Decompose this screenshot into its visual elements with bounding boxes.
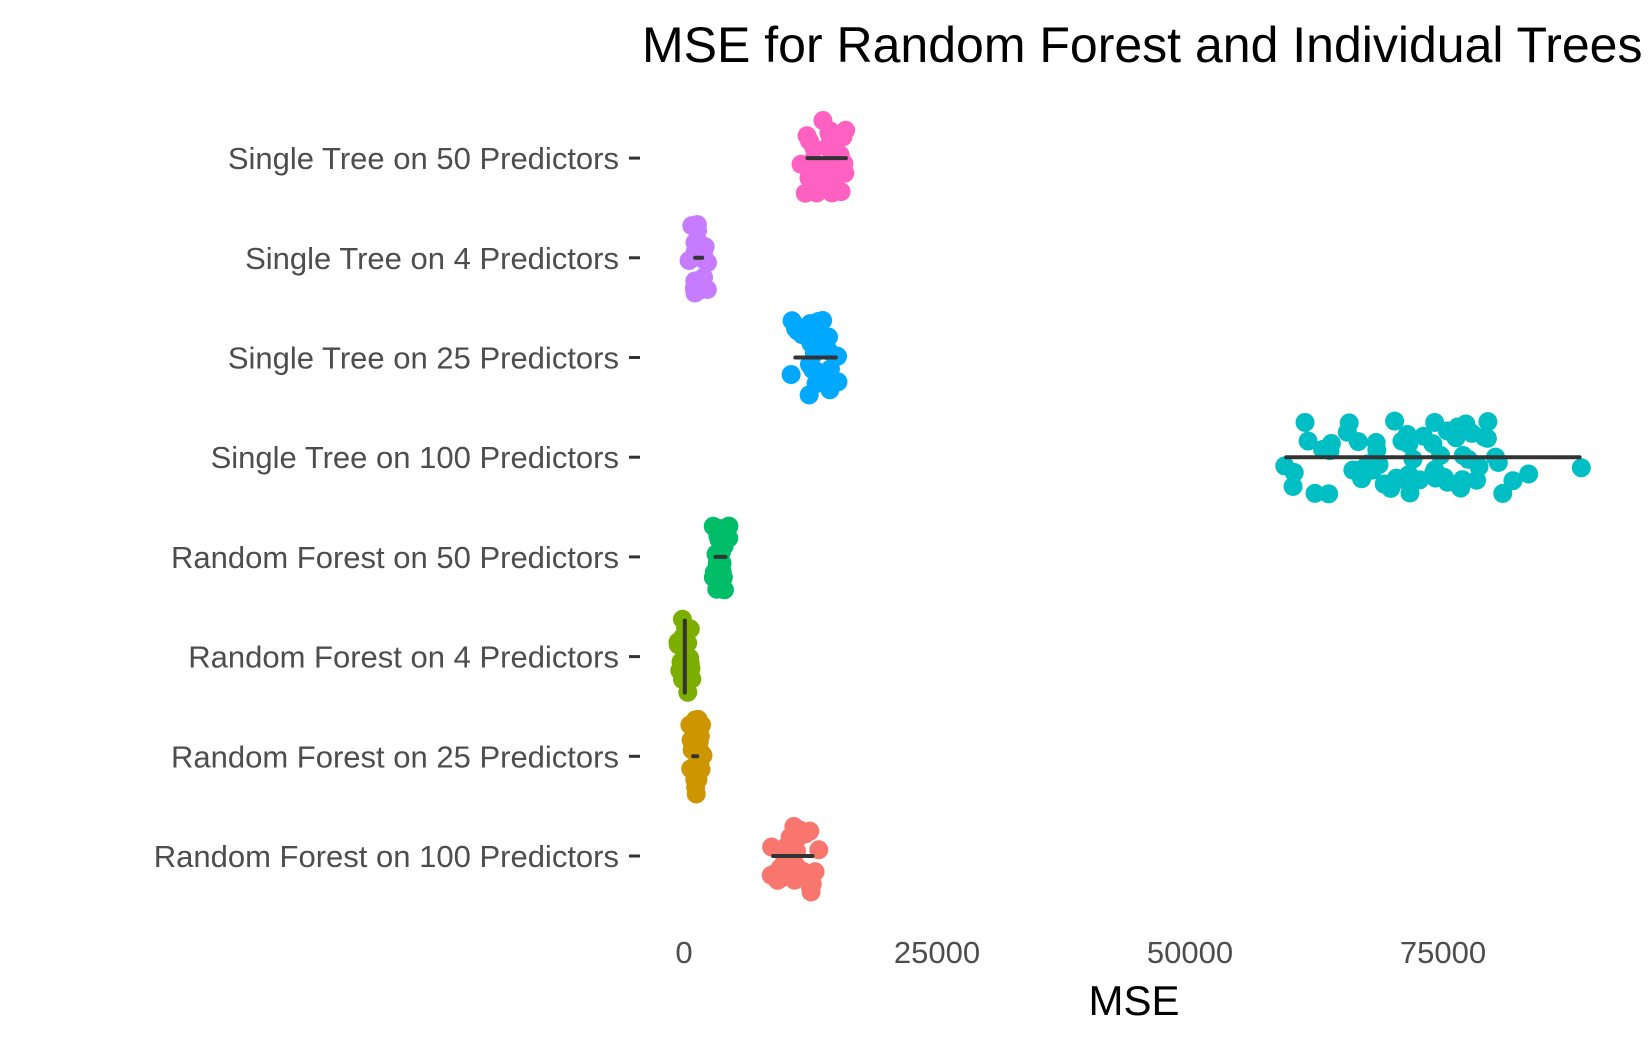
data-point (1339, 413, 1359, 433)
y-tick-label: Single Tree on 50 Predictors (228, 141, 619, 176)
data-point (1458, 449, 1478, 469)
y-tick-label: Random Forest on 100 Predictors (154, 839, 619, 874)
series-group (679, 215, 718, 303)
series-group (761, 816, 829, 902)
data-point (1399, 434, 1419, 454)
data-point (828, 346, 848, 366)
data-point (672, 669, 692, 689)
data-point (1451, 478, 1471, 498)
series-group (1275, 411, 1591, 504)
plot-area (668, 111, 1591, 902)
data-point (1519, 464, 1539, 484)
series-group (791, 111, 856, 203)
data-point (819, 139, 839, 159)
data-point (1295, 412, 1315, 432)
data-point (1571, 458, 1591, 478)
data-point (1493, 483, 1513, 503)
data-point (809, 840, 829, 860)
data-point (686, 784, 706, 804)
data-point (781, 365, 801, 385)
data-point (813, 311, 833, 331)
data-point (1367, 440, 1387, 460)
data-point (780, 827, 800, 847)
data-point (714, 580, 734, 600)
x-tick-label: 75000 (1400, 935, 1486, 970)
series-group (703, 516, 739, 600)
y-axis: Random Forest on 100 Predictors Random Fo… (154, 141, 640, 874)
data-point (813, 174, 833, 194)
data-point (697, 279, 717, 299)
data-point (828, 372, 848, 392)
y-tick-label: Random Forest on 4 Predictors (188, 640, 619, 675)
data-point (1348, 432, 1368, 452)
data-point (1474, 427, 1494, 447)
data-point (1478, 412, 1498, 432)
data-point (690, 726, 710, 746)
data-point (831, 182, 851, 202)
data-point (806, 361, 826, 381)
data-point (801, 882, 821, 902)
series-group (680, 709, 713, 804)
y-tick-label: Random Forest on 50 Predictors (171, 540, 619, 575)
data-point (1448, 417, 1468, 437)
data-point (1319, 484, 1339, 504)
series-group (781, 311, 848, 405)
data-point (803, 151, 823, 171)
x-axis: 0 25000 50000 75000 (675, 935, 1486, 970)
data-point (1410, 470, 1430, 490)
data-point (1305, 483, 1325, 503)
data-point (782, 311, 802, 331)
data-point (709, 554, 729, 574)
data-point (819, 327, 839, 347)
y-tick-label: Random Forest on 25 Predictors (171, 739, 619, 774)
data-point (1374, 474, 1394, 494)
data-point (771, 861, 791, 881)
data-point (1349, 460, 1369, 480)
data-point (1385, 411, 1405, 431)
chart-title: MSE for Random Forest and Individual Tre… (642, 17, 1642, 73)
data-point (813, 111, 833, 131)
data-point (1425, 460, 1445, 480)
y-tick-label: Single Tree on 100 Predictors (211, 440, 619, 475)
data-point (1298, 431, 1318, 451)
y-tick-label: Single Tree on 25 Predictors (228, 341, 619, 376)
data-point (786, 859, 806, 879)
data-point (1283, 476, 1303, 496)
data-point (688, 239, 708, 259)
y-tick-label: Single Tree on 4 Predictors (245, 241, 619, 276)
x-tick-label: 0 (675, 935, 692, 970)
data-point (801, 333, 821, 353)
data-point (1425, 413, 1445, 433)
data-point (1467, 470, 1487, 490)
data-point (1400, 483, 1420, 503)
data-point (1388, 470, 1408, 490)
x-tick-label: 25000 (894, 935, 980, 970)
data-point (1321, 433, 1341, 453)
data-point (1503, 471, 1523, 491)
x-tick-label: 50000 (1147, 935, 1233, 970)
x-axis-label: MSE (1088, 977, 1179, 1024)
data-point (1284, 463, 1304, 483)
data-point (712, 519, 732, 539)
series-group (668, 609, 702, 702)
data-point (833, 127, 853, 147)
